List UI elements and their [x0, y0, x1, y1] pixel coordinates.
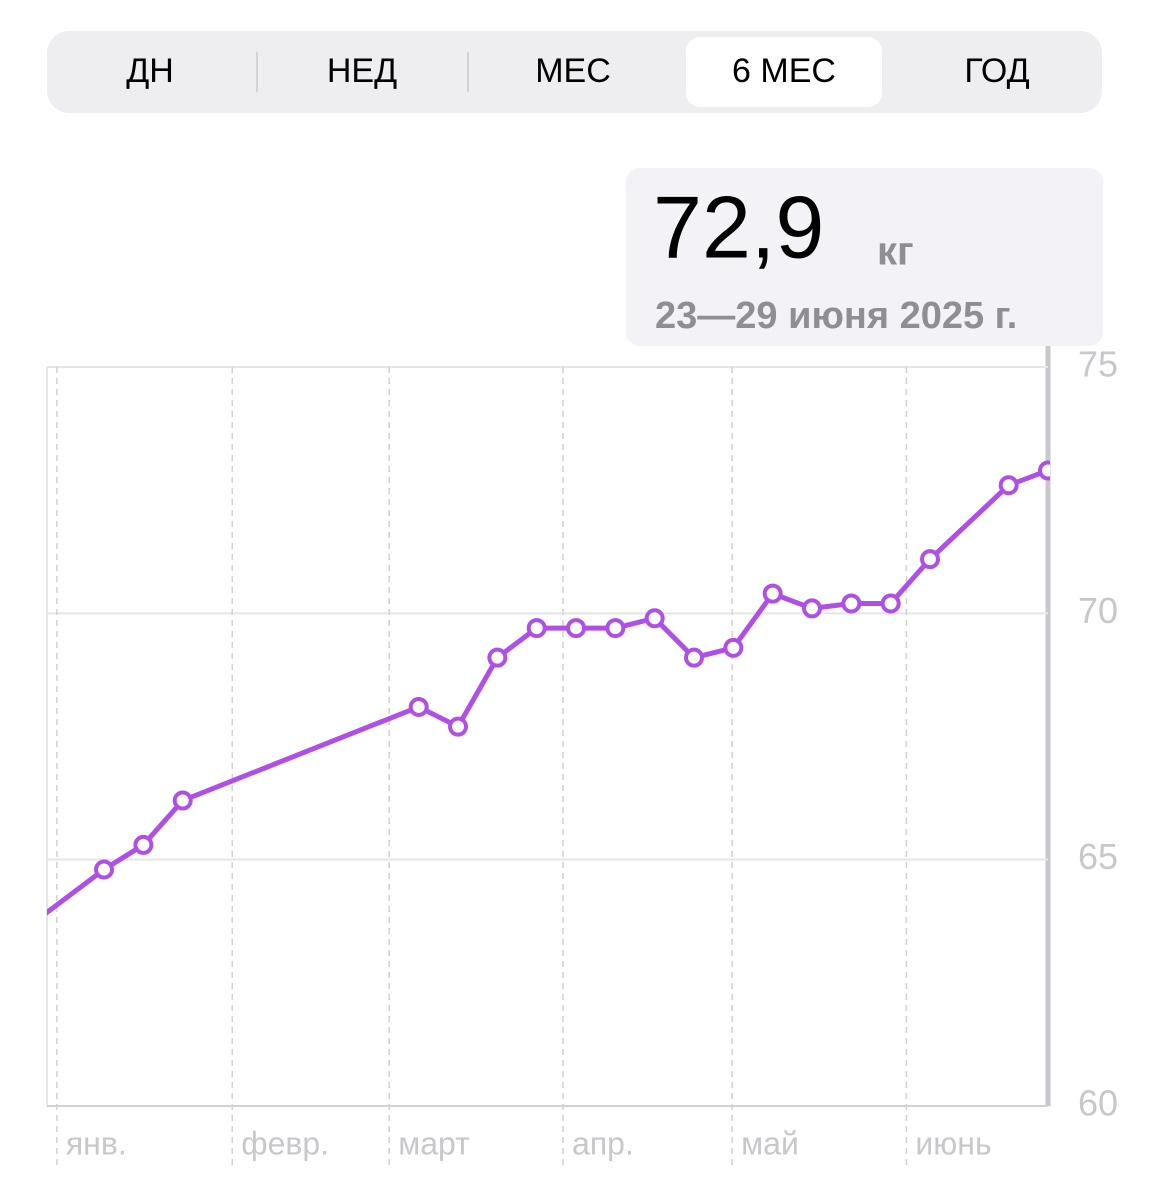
data-point: [487, 647, 508, 668]
selected-tab: [686, 37, 882, 107]
data-point: [566, 618, 587, 639]
data-point: [841, 593, 862, 614]
plot: [17, 460, 1050, 937]
data-point: [880, 593, 901, 614]
tab[interactable]: НЕД: [327, 52, 397, 90]
x-tick-label: май: [741, 1125, 799, 1161]
data-point: [17, 921, 33, 937]
data-point: [448, 716, 469, 737]
tab[interactable]: ДН: [126, 52, 174, 90]
y-tick-label: 65: [1078, 836, 1118, 877]
callout-value: 72,9: [653, 177, 824, 276]
y-tick-label: 60: [1078, 1083, 1118, 1124]
data-point: [526, 618, 547, 639]
data-point: [723, 637, 744, 658]
callout: [626, 168, 1103, 346]
data-point: [920, 549, 941, 570]
data-point: [605, 618, 626, 639]
x-tick-label: март: [398, 1125, 470, 1161]
data-point: [1038, 460, 1050, 481]
data-point: [172, 790, 193, 811]
tab[interactable]: 6 МЕС: [732, 52, 836, 90]
tab[interactable]: МЕС: [535, 52, 611, 90]
callout-unit: кг: [877, 230, 914, 274]
y-tick-label: 75: [1078, 344, 1118, 385]
y-tick-label: 70: [1078, 590, 1118, 631]
x-tick-label: янв.: [66, 1125, 127, 1161]
data-point: [684, 647, 705, 668]
tab[interactable]: ГОД: [964, 52, 1029, 90]
data-point: [802, 598, 823, 619]
data-point: [762, 583, 783, 604]
data-point: [133, 834, 154, 855]
x-tick-label: июнь: [915, 1125, 991, 1161]
data-point: [998, 475, 1019, 496]
data-point: [94, 859, 115, 880]
callout-period: 23—29 июня 2025 г.: [655, 295, 1017, 337]
x-tick-label: февр.: [241, 1125, 329, 1161]
data-point: [408, 696, 429, 717]
data-point: [644, 608, 665, 629]
x-tick-label: апр.: [572, 1125, 634, 1161]
